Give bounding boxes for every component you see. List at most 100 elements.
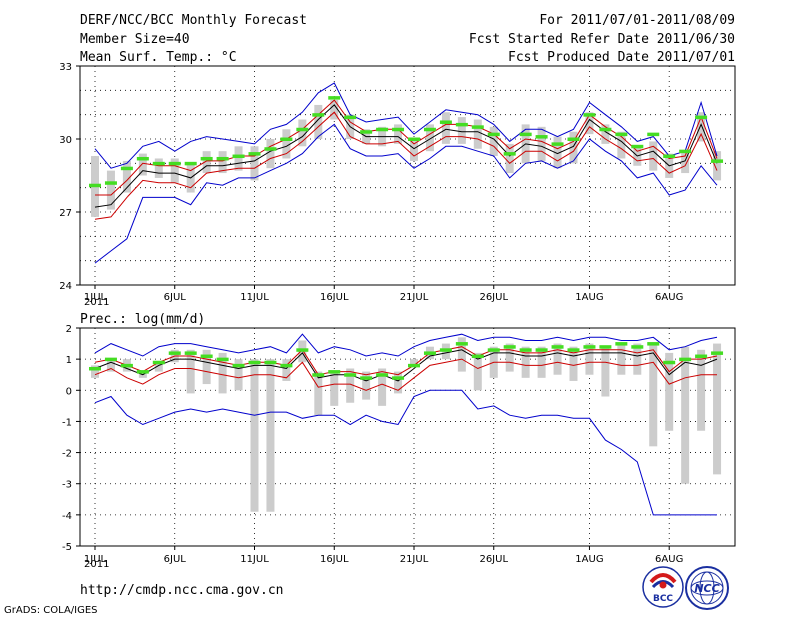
- temp-ytick-label-3: 33: [59, 62, 72, 73]
- temp-obs-11: [264, 147, 277, 151]
- temp-bar-37: [681, 151, 690, 174]
- precip-obs-22: [439, 348, 452, 352]
- precip-obs-28: [535, 348, 548, 352]
- temp-obs-34: [631, 144, 644, 149]
- precip-xtick-label-2: 11JUL: [240, 554, 269, 565]
- temp-obs-4: [152, 161, 165, 166]
- precip-bar-16: [346, 368, 355, 403]
- precip-bar-17: [362, 371, 371, 400]
- precip-bar-39: [713, 343, 722, 475]
- precip-obs-36: [663, 360, 676, 365]
- precip-bar-14: [314, 371, 323, 416]
- precip-line--1sd: [94, 358, 717, 391]
- temperature-lines: [94, 82, 718, 264]
- precip-bar-18: [378, 368, 387, 406]
- precip-obs-29: [551, 345, 564, 349]
- temp-line--1sd: [94, 111, 718, 220]
- temp-obs-27: [519, 132, 532, 137]
- temp-bar-39: [713, 151, 722, 181]
- precip-obs-3: [136, 370, 149, 374]
- temp-bar-3: [138, 153, 147, 176]
- precip-obs-10: [248, 360, 261, 365]
- precip-panel: -5 -4 -3 -2 -1 0 1 2 1JUL 6JUL 11JUL 16JUL 21JUL 26J…: [62, 324, 736, 570]
- precip-xtick-label-4: 21JUL: [400, 554, 429, 565]
- temp-obs-12: [280, 137, 293, 141]
- precip-bar-33: [617, 343, 626, 375]
- precip-lines: [94, 333, 718, 516]
- precip-yticks: -5 -4 -3 -2 -1 0 1 2: [62, 324, 80, 553]
- temp-obs-15: [328, 96, 341, 100]
- precip-obs-34: [631, 345, 644, 349]
- precip-obs-26: [503, 345, 516, 349]
- precip-bar-30: [569, 346, 578, 381]
- temp-obs-2: [120, 166, 133, 171]
- bcc-logo: BCC: [642, 566, 684, 608]
- precip-bar-15: [330, 371, 339, 406]
- precip-bar-26: [505, 343, 514, 372]
- temp-bar-23: [457, 117, 466, 144]
- temp-obs-3: [136, 156, 149, 161]
- precip-bar-29: [553, 343, 562, 375]
- precip-obs-25: [487, 348, 500, 352]
- precip-line--1sd: [94, 346, 718, 376]
- temp-bar-25: [489, 126, 498, 157]
- precip-bar-24: [473, 352, 482, 391]
- precip-obs-21: [423, 351, 436, 355]
- precip-obs-17: [360, 376, 373, 380]
- precip-bar-19: [394, 371, 403, 394]
- temperature-grid: [80, 66, 735, 285]
- temp-obs-23: [455, 122, 468, 127]
- precip-obs-38: [695, 354, 708, 359]
- temp-obs-38: [695, 115, 708, 120]
- temp-xtick-label-7: 6AUG: [655, 292, 683, 303]
- precip-ytick-label-1: -4: [62, 511, 72, 522]
- precip-obs-9: [232, 363, 245, 368]
- temp-obs-7: [200, 156, 213, 161]
- temp-bar-10: [250, 146, 259, 181]
- precip-bar-31: [585, 343, 594, 375]
- temp-bar-9: [234, 146, 243, 171]
- precip-bar-35: [649, 343, 658, 447]
- precip-ytick-label-4: -1: [62, 417, 72, 428]
- temp-bar-38: [697, 112, 706, 142]
- precip-obs-20: [408, 363, 420, 368]
- temp-bar-1: [106, 170, 115, 210]
- temp-bar-15: [330, 100, 339, 120]
- temp-line-mean: [94, 104, 718, 208]
- temp-obs-33: [615, 132, 628, 137]
- grads-credit: GrADS: COLA/IGES: [4, 605, 98, 616]
- temperature-frame: [79, 65, 736, 286]
- temp-bar-35: [649, 141, 658, 171]
- temp-bar-20: [410, 139, 418, 161]
- temp-obs-24: [471, 125, 484, 129]
- temp-obs-14: [312, 113, 325, 117]
- precip-xtick-label-6: 1AUG: [575, 554, 603, 565]
- temp-bar-14: [314, 104, 323, 139]
- temperature-obs: [89, 96, 724, 188]
- temp-obs-30: [567, 137, 580, 141]
- precip-bar-36: [665, 352, 674, 431]
- temp-bar-13: [298, 119, 307, 147]
- temp-obs-28: [535, 135, 548, 139]
- precip-obs-16: [344, 373, 357, 377]
- precip-xtick-label-0: 1JUL: [84, 554, 107, 565]
- header-title: DERF/NCC/BCC Monthly Forecast: [80, 13, 307, 28]
- temp-obs-1: [104, 181, 117, 185]
- temp-obs-19: [392, 127, 405, 132]
- precip-year-label: 2011: [84, 559, 109, 570]
- footer-url[interactable]: http://cmdp.ncc.cma.gov.cn: [80, 583, 284, 598]
- temp-obs-21: [423, 127, 436, 132]
- precip-xtick-label-7: 6AUG: [655, 554, 683, 565]
- temperature-year-label: 2011: [84, 297, 109, 308]
- temp-bar-26: [505, 143, 514, 174]
- precip-obs-0: [89, 366, 101, 371]
- ncc-logo: NCC: [685, 566, 729, 610]
- temp-bar-5: [170, 158, 179, 183]
- precip-bar-6: [186, 349, 195, 394]
- temp-bar-29: [553, 136, 562, 169]
- temp-xtick-label-3: 16JUL: [320, 292, 349, 303]
- precip-line-min: [94, 389, 717, 516]
- precip-obs-18: [376, 373, 389, 377]
- temp-line--1sd: [94, 82, 718, 169]
